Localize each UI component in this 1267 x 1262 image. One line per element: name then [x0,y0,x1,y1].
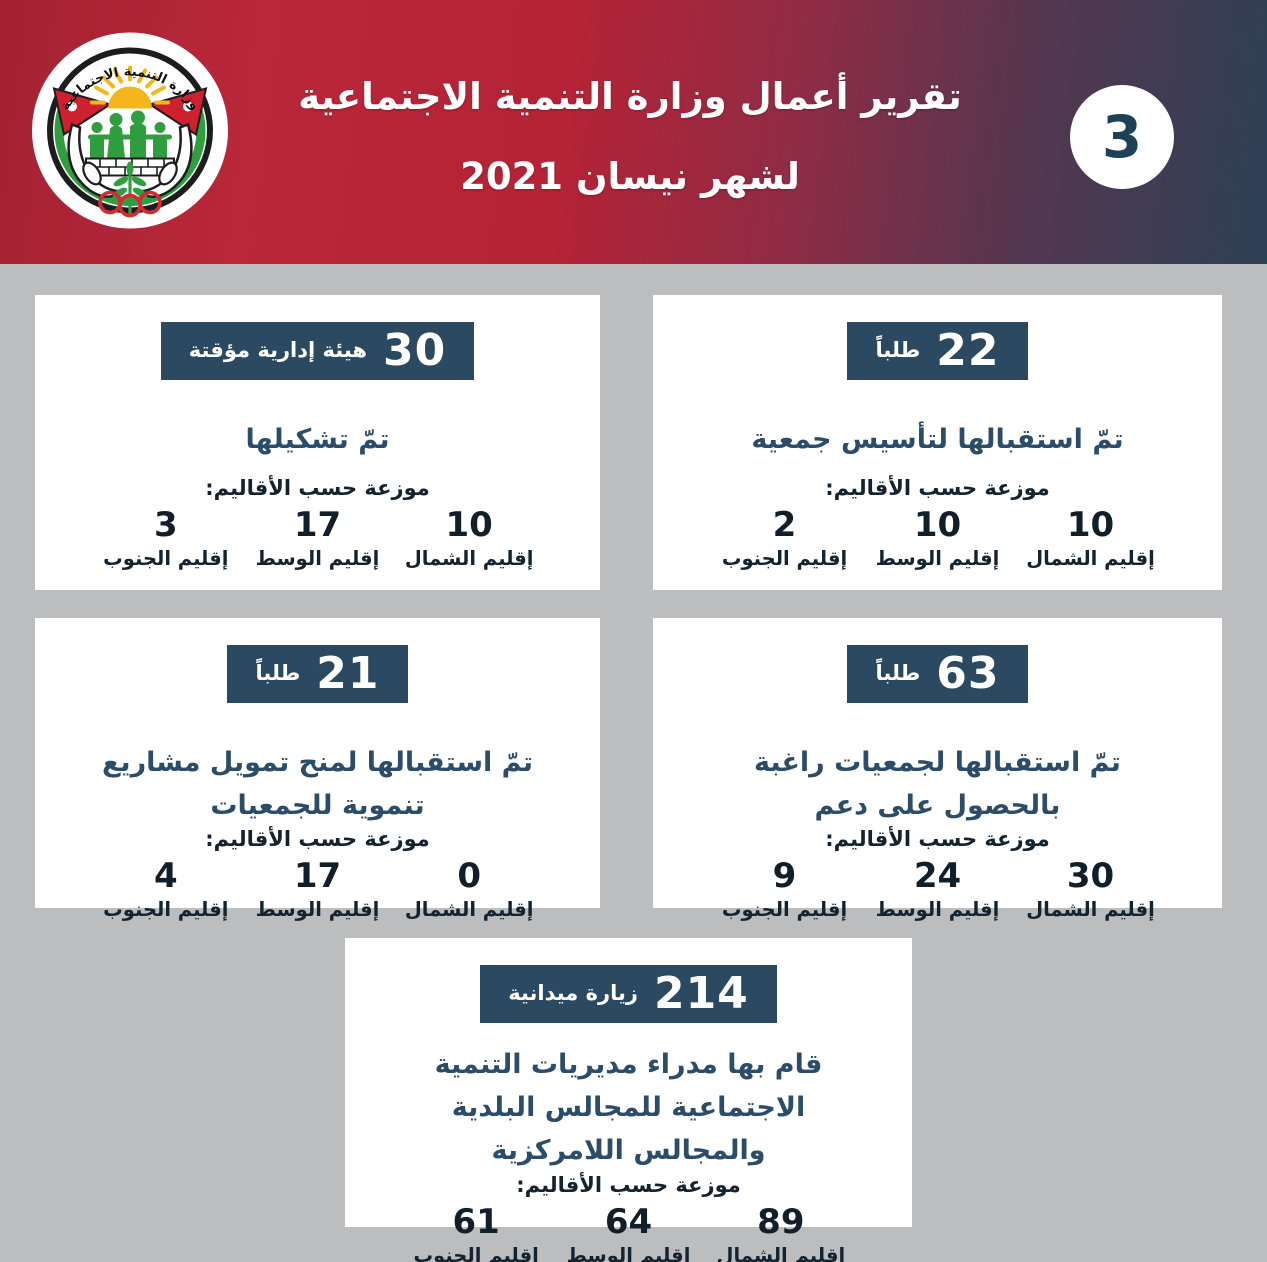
region-name: إقليم الوسط [566,1243,691,1262]
page-title: تقرير أعمال وزارة التنمية الاجتماعية [298,74,962,118]
header-titles: تقرير أعمال وزارة التنمية الاجتماعية لشه… [280,0,980,264]
stat-badge: 22 طلباً [847,322,1028,380]
regions-row: 0 إقليم الشمال 17 إقليم الوسط 4 إقليم ال… [35,851,600,941]
region-name: إقليم الشمال [1026,547,1155,570]
region-column-north: 89 إقليم الشمال [705,1201,857,1262]
stat-card-development-funding-requests: 21 طلباً تمّ استقبالها لمنح تمويل مشاريع… [35,618,600,921]
regions-row: 30 إقليم الشمال 24 إقليم الوسط 9 إقليم ا… [653,851,1222,941]
region-column-south: 4 إقليم الجنوب [90,856,242,922]
stat-card-field-visits: 214 زيارة ميدانية قام بها مدراء مديريات … [345,938,912,1262]
stat-badge: 63 طلباً [847,645,1028,703]
region-column-north: 30 إقليم الشمال [1014,856,1167,922]
card-subtitle: تمّ تشكيلها [245,424,390,455]
region-value: 10 [913,504,962,545]
stat-badge: 30 هيئة إدارية مؤقتة [160,322,475,380]
region-name: إقليم الشمال [404,547,534,570]
distribution-label: موزعة حسب الأقاليم: [516,1172,741,1197]
region-name: إقليم الشمال [404,898,534,922]
region-value: 24 [913,856,962,897]
region-column-center: 64 إقليم الوسط [552,1201,704,1262]
region-name: إقليم الجنوب [103,898,229,922]
page-subtitle: لشهر نيسان 2021 [460,155,800,198]
regions-row: 10 إقليم الشمال 17 إقليم الوسط 3 إقليم ا… [35,500,600,590]
region-value: 10 [1066,504,1115,545]
region-name: إقليم الوسط [255,898,380,922]
badge-label: طلباً [875,338,921,363]
regions-row: 10 إقليم الشمال 10 إقليم الوسط 2 إقليم ا… [653,500,1222,590]
card-subtitle: تمّ استقبالها لتأسيس جمعية [751,424,1124,455]
page-number-badge: 3 [1070,85,1174,189]
region-name: إقليم الوسط [875,547,1000,570]
region-column-center: 17 إقليم الوسط [242,856,394,922]
region-column-south: 3 إقليم الجنوب [90,504,242,570]
badge-label: زيارة ميدانية [508,981,638,1006]
region-value: 30 [1066,856,1115,897]
card-subtitle: قام بها مدراء مديريات التنمية الاجتماعية… [434,1049,823,1167]
stat-card-association-founding-requests: 22 طلباً تمّ استقبالها لتأسيس جمعية موزع… [653,295,1222,590]
region-column-south: 61 إقليم الجنوب [400,1201,552,1262]
badge-label: طلباً [255,661,301,686]
distribution-label: موزعة حسب الأقاليم: [205,827,430,852]
region-name: إقليم الجنوب [721,547,848,570]
distribution-label: موزعة حسب الأقاليم: [205,475,430,500]
stat-card-temporary-admin-boards: 30 هيئة إدارية مؤقتة تمّ تشكيلها موزعة ح… [35,295,600,590]
region-value: 17 [293,856,342,897]
ministry-logo: وزارة التنمية الاجتماعية [30,28,230,233]
region-value: 17 [293,504,342,545]
region-value: 3 [153,504,178,545]
region-column-south: 9 إقليم الجنوب [708,856,861,922]
badge-label: هيئة إدارية مؤقتة [188,338,367,363]
card-subtitle: تمّ استقبالها لجمعيات راغبة بالحصول على … [754,747,1121,822]
region-column-south: 2 إقليم الجنوب [708,504,861,570]
badge-number: 21 [316,648,380,699]
badge-number: 63 [936,648,1000,699]
region-column-north: 10 إقليم الشمال [1014,504,1167,570]
stat-card-support-requests: 63 طلباً تمّ استقبالها لجمعيات راغبة بال… [653,618,1222,921]
region-value: 4 [153,856,178,897]
region-column-center: 24 إقليم الوسط [861,856,1014,922]
badge-number: 214 [653,968,749,1019]
page-number: 3 [1101,103,1143,171]
region-value: 0 [457,856,481,897]
header-banner: وزارة التنمية الاجتماعية تقرير أعمال وزا… [0,0,1267,264]
region-value: 9 [772,856,797,897]
region-value: 10 [445,504,493,545]
distribution-label: موزعة حسب الأقاليم: [825,475,1050,500]
card-subtitle: تمّ استقبالها لمنح تمويل مشاريع تنموية ل… [101,747,533,822]
region-name: إقليم الجنوب [413,1243,539,1262]
region-name: إقليم الوسط [875,898,1000,922]
stat-badge: 214 زيارة ميدانية [480,965,777,1023]
region-value: 2 [772,504,797,545]
badge-number: 22 [936,325,1000,376]
region-name: إقليم الوسط [255,547,380,570]
region-name: إقليم الجنوب [103,547,229,570]
distribution-label: موزعة حسب الأقاليم: [825,827,1050,852]
region-column-center: 10 إقليم الوسط [861,504,1014,570]
region-column-north: 10 إقليم الشمال [393,504,545,570]
region-value: 64 [604,1201,653,1242]
region-name: إقليم الشمال [716,1243,846,1262]
region-value: 61 [452,1201,500,1242]
ministry-emblem-icon: وزارة التنمية الاجتماعية [32,32,228,229]
region-column-north: 0 إقليم الشمال [393,856,545,922]
region-value: 89 [757,1201,805,1242]
region-name: إقليم الجنوب [721,898,848,922]
region-name: إقليم الشمال [1026,898,1155,922]
badge-number: 30 [382,325,447,376]
badge-label: طلباً [875,661,921,686]
regions-row: 89 إقليم الشمال 64 إقليم الوسط 61 إقليم … [345,1197,912,1262]
stat-badge: 21 طلباً [227,645,408,703]
region-column-center: 17 إقليم الوسط [242,504,394,570]
